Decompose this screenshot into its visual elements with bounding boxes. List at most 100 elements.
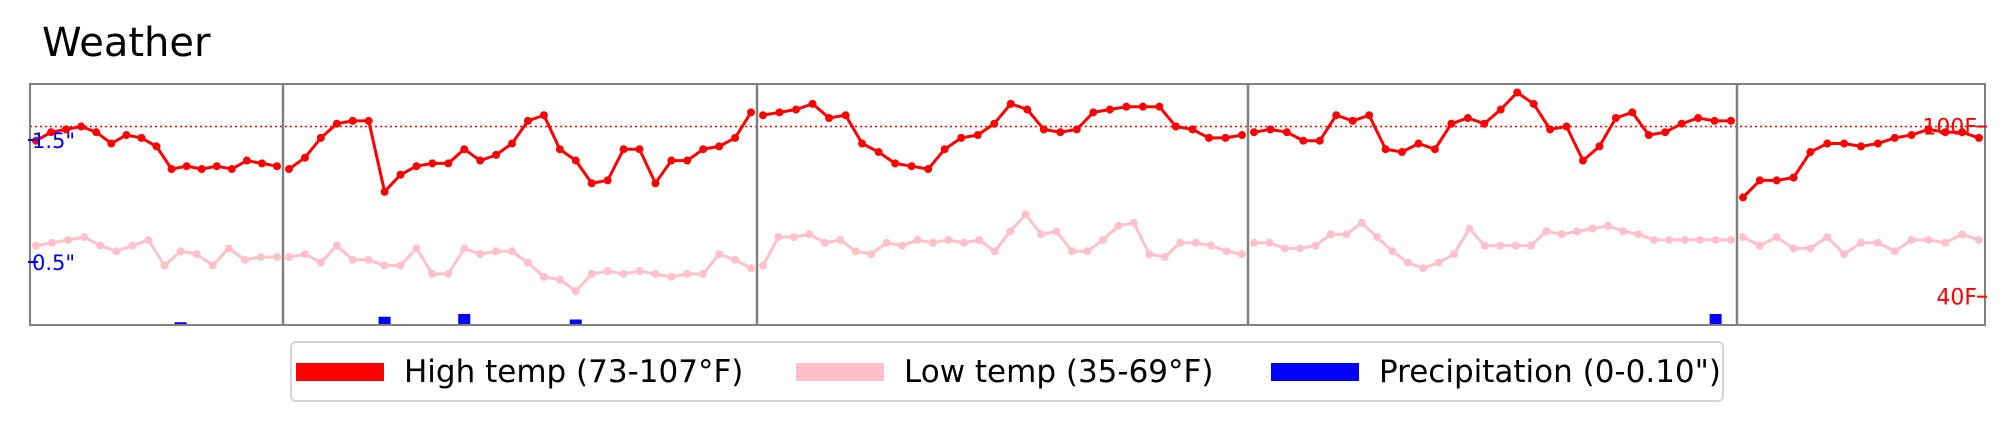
low-temp-point — [699, 269, 708, 278]
low-temp-point — [1496, 241, 1505, 250]
low-temp-point — [1634, 230, 1643, 239]
high-temp-point — [1513, 88, 1522, 97]
low-temp-point — [112, 247, 121, 256]
low-temp-point — [64, 235, 73, 244]
precipitation-bar — [1709, 314, 1722, 325]
high-temp-point — [152, 142, 161, 151]
low-temp-point — [1191, 238, 1200, 247]
high-temp-point — [1072, 125, 1081, 134]
low-temp-point — [428, 269, 437, 278]
low-temp-point — [1373, 233, 1382, 242]
low-temp-point — [975, 235, 984, 244]
high-temp-point — [587, 179, 596, 188]
low-temp-point — [1238, 250, 1246, 259]
low-temp-point — [990, 247, 999, 256]
low-temp-point — [1573, 227, 1582, 236]
high-temp-point — [1266, 125, 1275, 134]
low-temp-point — [1326, 230, 1335, 239]
high-temp-point — [775, 108, 784, 117]
high-temp-point — [137, 133, 146, 142]
low-temp-point — [160, 261, 169, 270]
high-temp-point — [1204, 133, 1213, 142]
low-temp-point — [1222, 247, 1231, 256]
high-temp-point — [1840, 139, 1849, 148]
low-temp-point — [1680, 235, 1689, 244]
high-temp-point — [1578, 156, 1587, 165]
high-temp-point — [1188, 125, 1197, 134]
high-temp-line-1 — [288, 111, 753, 195]
high-temp-point — [1056, 128, 1065, 137]
legend-swatch-low — [796, 362, 884, 381]
low-temp-point — [240, 255, 249, 264]
low-temp-point — [1755, 241, 1764, 250]
legend-item-high: High temp (73-107°F) — [296, 343, 743, 400]
low-temp-point — [913, 235, 922, 244]
low-temp-point — [1296, 244, 1305, 253]
low-temp-line-2 — [761, 212, 1243, 267]
low-temp-point — [1160, 252, 1169, 261]
low-temp-point — [128, 241, 137, 250]
high-temp-point — [1857, 142, 1865, 151]
high-temp-point — [1171, 122, 1180, 131]
low-temp-point — [1696, 235, 1705, 244]
low-temp-point — [444, 269, 453, 278]
low-temp-point — [959, 238, 968, 247]
high-temp-line-2 — [762, 102, 1243, 171]
high-temp-point — [1496, 105, 1505, 114]
low-temp-point — [759, 261, 767, 270]
low-temp-point — [683, 269, 692, 278]
high-temp-point — [1562, 122, 1571, 131]
low-temp-point — [820, 238, 829, 247]
high-temp-point — [1447, 119, 1456, 128]
high-temp-point — [1398, 148, 1407, 157]
high-temp-point — [1924, 125, 1933, 134]
high-temp-point — [1315, 136, 1324, 145]
high-temp-point — [1414, 139, 1423, 148]
high-temp-point — [539, 111, 548, 120]
high-temp-point — [1365, 111, 1374, 120]
high-temp-point — [1694, 114, 1703, 123]
high-temp-point — [92, 128, 101, 137]
high-temp-point — [1105, 105, 1114, 114]
low-temp-point — [380, 261, 389, 270]
high-temp-point — [1282, 128, 1291, 137]
high-temp-point — [1039, 125, 1048, 134]
high-temp-point — [1006, 99, 1015, 108]
precipitation-bar — [569, 319, 582, 325]
high-temp-point — [603, 176, 612, 185]
low-temp-point — [805, 230, 814, 239]
low-temp-point — [285, 252, 293, 261]
low-temp-point — [273, 252, 281, 261]
low-temp-point — [898, 241, 907, 250]
high-temp-point — [874, 148, 883, 157]
high-temp-point — [715, 142, 724, 151]
high-temp-point — [412, 162, 421, 171]
high-temp-point — [792, 105, 801, 114]
high-temp-point — [635, 145, 644, 154]
high-temp-point — [747, 108, 755, 117]
low-temp-point — [348, 255, 357, 264]
low-temp-point — [1806, 244, 1815, 253]
low-temp-point — [651, 269, 660, 278]
low-temp-point — [1557, 230, 1566, 239]
precip-tick-label: 0.5" — [32, 251, 75, 275]
low-temp-point — [1280, 244, 1289, 253]
low-temp-point — [1665, 235, 1674, 244]
high-temp-point — [1250, 128, 1258, 137]
low-temp-point — [1650, 235, 1659, 244]
high-temp-point — [940, 145, 949, 154]
high-temp-point — [508, 139, 517, 148]
high-temp-point — [1529, 99, 1538, 108]
low-temp-point — [1772, 233, 1781, 242]
precipitation-bar — [458, 314, 471, 325]
low-temp-point — [1480, 241, 1489, 250]
high-temp-point — [1677, 119, 1686, 128]
legend-label-high: High temp (73-107°F) — [404, 353, 744, 390]
low-temp-point — [1342, 230, 1351, 239]
low-temp-point — [836, 235, 845, 244]
high-temp-point — [396, 170, 405, 179]
high-temp-point — [460, 145, 469, 154]
low-temp-line-1 — [288, 243, 752, 293]
high-temp-point — [1907, 131, 1916, 140]
high-temp-point — [1755, 176, 1764, 185]
